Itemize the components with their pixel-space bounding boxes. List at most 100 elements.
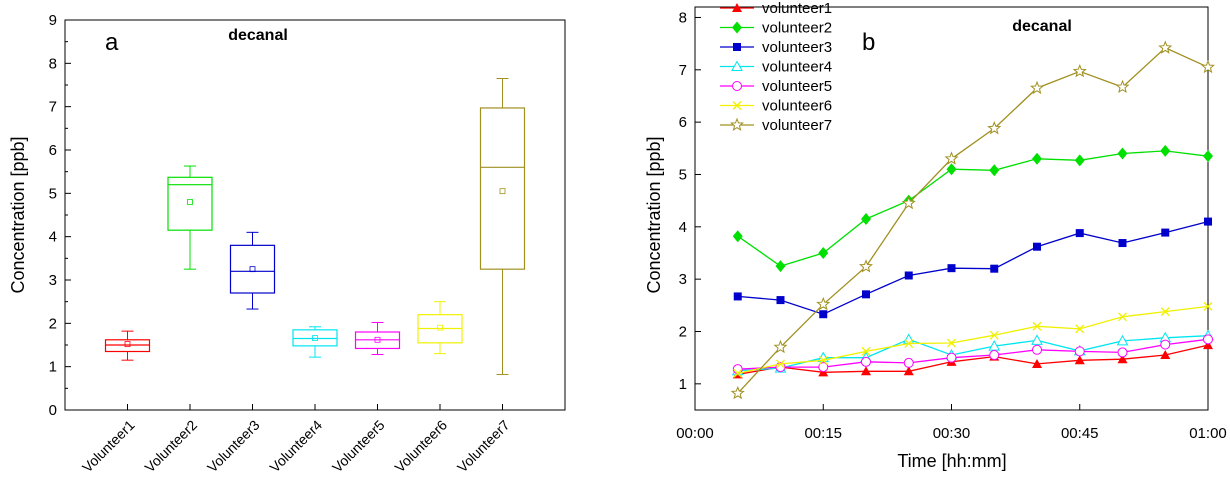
marker-triangle-open bbox=[1116, 334, 1129, 346]
marker-cross-stroke bbox=[947, 338, 956, 348]
panel-b-title: decanal bbox=[1012, 18, 1072, 35]
marker-circle-open bbox=[1160, 339, 1171, 350]
y-tick-label: 4 bbox=[49, 229, 57, 246]
marker-diamond bbox=[1074, 154, 1085, 167]
x-tick-label: Volunteer7 bbox=[454, 417, 513, 476]
marker-cross bbox=[776, 359, 785, 369]
marker-diamond bbox=[732, 230, 743, 243]
box-volunteer3 bbox=[229, 231, 276, 310]
marker-cross bbox=[1203, 301, 1213, 311]
panel-a-y-axis: 0 1 2 3 4 5 6 7 8 9 bbox=[49, 12, 71, 419]
marker-circle-open bbox=[1203, 334, 1213, 345]
marker-triangle bbox=[1032, 358, 1042, 368]
marker-circle-open bbox=[1117, 347, 1128, 358]
x-tick-label: 01:00 bbox=[1189, 425, 1227, 442]
marker-diamond bbox=[818, 246, 829, 259]
marker-cross bbox=[904, 339, 914, 348]
y-tick-label: 8 bbox=[679, 9, 687, 26]
y-tick-label: 2 bbox=[679, 323, 687, 340]
marker-square bbox=[776, 296, 785, 305]
marker-star-open bbox=[816, 296, 831, 311]
y-tick-label: 5 bbox=[49, 185, 57, 202]
marker-cross-stroke bbox=[776, 359, 785, 369]
marker-circle-open bbox=[989, 350, 1000, 361]
y-tick-label: 8 bbox=[49, 55, 57, 72]
x-tick-label: Volunteer6 bbox=[391, 417, 450, 476]
marker-triangle bbox=[1074, 355, 1085, 365]
marker-cross bbox=[861, 346, 871, 356]
marker-star-open bbox=[1115, 79, 1130, 93]
marker-star-open bbox=[1201, 59, 1215, 74]
series-volunteer2 bbox=[732, 144, 1213, 273]
marker-cross bbox=[733, 368, 743, 378]
y-tick-label: 4 bbox=[679, 219, 687, 236]
marker-triangle bbox=[903, 366, 914, 376]
marker-star-open bbox=[730, 385, 745, 400]
marker-square bbox=[1118, 239, 1127, 248]
box-volunteer6 bbox=[417, 301, 463, 355]
marker-star-open bbox=[730, 117, 744, 132]
marker-cross-stroke bbox=[1075, 324, 1085, 334]
marker-circle-open bbox=[1074, 346, 1085, 357]
marker-cross bbox=[732, 101, 742, 110]
series-volunteer4 bbox=[731, 329, 1214, 376]
y-tick-label: 5 bbox=[679, 166, 687, 183]
marker-cross-stroke bbox=[733, 368, 743, 378]
legend-item-volunteer2: volunteer2 bbox=[720, 20, 832, 37]
marker-diamond bbox=[1117, 147, 1128, 160]
marker-square bbox=[819, 310, 828, 319]
y-tick-label: 0 bbox=[49, 402, 57, 419]
box-mean-marker bbox=[187, 199, 193, 205]
marker-star-open bbox=[944, 151, 959, 165]
panel-a-title: decanal bbox=[228, 27, 288, 44]
legend-label: volunteer3 bbox=[762, 39, 832, 56]
marker-cross bbox=[1032, 321, 1042, 331]
marker-square bbox=[1204, 217, 1212, 226]
marker-square bbox=[733, 292, 742, 301]
legend-label: volunteer6 bbox=[762, 98, 832, 115]
y-tick-label: 6 bbox=[679, 114, 687, 131]
marker-square bbox=[1161, 228, 1170, 237]
marker-cross-stroke bbox=[1160, 307, 1170, 317]
marker-star-open bbox=[1030, 80, 1044, 95]
legend-label: volunteer5 bbox=[762, 78, 832, 95]
marker-cross bbox=[1160, 307, 1170, 317]
box-iqr bbox=[104, 339, 151, 353]
y-tick-label: 7 bbox=[679, 62, 687, 79]
legend-label: volunteer2 bbox=[762, 20, 832, 37]
series-volunteer3 bbox=[733, 217, 1212, 319]
marker-diamond bbox=[732, 21, 742, 34]
marker-circle-open bbox=[1032, 344, 1042, 355]
box-mean-marker bbox=[312, 335, 318, 341]
legend-item-volunteer4: volunteer4 bbox=[720, 59, 832, 76]
marker-cross-stroke bbox=[989, 330, 999, 340]
panel-b-y-axis: 1 2 3 4 5 6 7 8 bbox=[679, 9, 701, 393]
marker-cross bbox=[1118, 312, 1127, 322]
marker-cross bbox=[818, 355, 828, 365]
marker-cross bbox=[947, 338, 956, 348]
x-tick-label: Volunteer3 bbox=[204, 417, 263, 476]
box-mean-marker bbox=[437, 324, 443, 331]
y-tick-label: 1 bbox=[49, 359, 57, 376]
y-tick-label: 7 bbox=[49, 99, 57, 116]
box-mean-marker bbox=[124, 341, 131, 348]
x-tick-label: Volunteer5 bbox=[329, 417, 388, 476]
marker-triangle bbox=[861, 366, 871, 376]
box-mean-marker bbox=[374, 336, 381, 343]
marker-circle-open bbox=[903, 357, 914, 368]
box-volunteer1 bbox=[104, 330, 151, 361]
y-tick-label: 3 bbox=[679, 271, 687, 288]
marker-diamond bbox=[775, 260, 786, 273]
marker-cross-stroke bbox=[818, 355, 828, 365]
marker-diamond bbox=[1160, 144, 1171, 157]
panel-b-y-axis-label: Concentration [ppb] bbox=[644, 136, 664, 293]
x-tick-label: Volunteer4 bbox=[266, 417, 325, 476]
legend-item-volunteer3: volunteer3 bbox=[720, 39, 832, 56]
marker-cross-stroke bbox=[732, 101, 742, 110]
marker-triangle-open bbox=[902, 333, 915, 344]
x-tick-label: 00:30 bbox=[933, 425, 971, 442]
marker-cross bbox=[989, 330, 999, 340]
panel-a-letter: a bbox=[105, 29, 119, 56]
marker-diamond bbox=[1032, 152, 1042, 165]
